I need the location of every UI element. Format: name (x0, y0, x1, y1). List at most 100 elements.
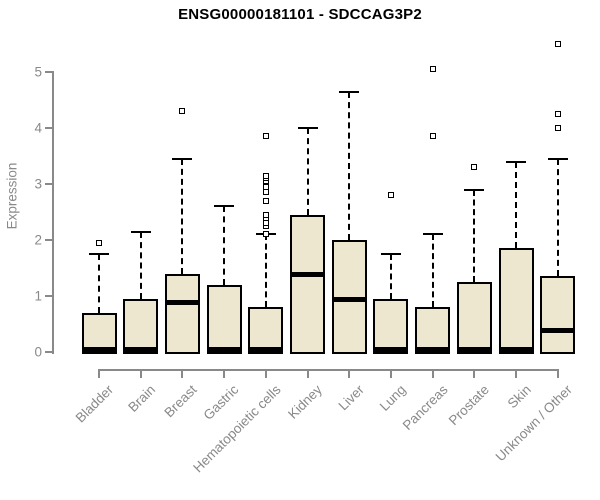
x-tick (431, 371, 434, 378)
whisker-cap (547, 157, 568, 160)
x-tick (515, 371, 517, 378)
outlier-point (262, 197, 269, 204)
outlier-point (262, 231, 269, 238)
box-rect (206, 284, 242, 354)
y-tick (45, 183, 52, 185)
median-line (206, 347, 242, 353)
whisker-line (139, 231, 142, 299)
outlier-point (262, 133, 269, 140)
x-tick-label: Kidney (285, 382, 326, 422)
x-tick (556, 371, 559, 378)
median-line (540, 327, 576, 333)
outlier-point (554, 125, 561, 131)
box-rect (248, 307, 284, 354)
y-tick (45, 71, 52, 73)
box-rect (456, 282, 492, 354)
y-tick (45, 295, 52, 297)
y-tick-label: 0 (34, 344, 42, 360)
outlier-point (429, 133, 436, 140)
x-tick (139, 371, 142, 378)
whisker-cap (214, 205, 235, 208)
whisker-cap (380, 253, 401, 255)
whisker-line (223, 206, 226, 285)
x-tick-label: Unknown / Other (493, 382, 576, 465)
whisker-cap (339, 90, 360, 93)
y-axis-line (52, 71, 54, 354)
whisker-line (98, 254, 100, 313)
outlier-point (429, 66, 436, 73)
box-rect (164, 273, 200, 354)
outlier-point (471, 164, 478, 171)
whisker-line (431, 234, 434, 308)
whisker-cap (464, 188, 485, 191)
whisker-line (348, 91, 351, 240)
chart-title: ENSG00000181101 - SDCCAG3P2 (178, 6, 422, 23)
whisker-cap (422, 233, 443, 236)
outlier-point (179, 108, 186, 115)
x-tick (264, 371, 267, 378)
outlier-point (262, 189, 269, 196)
y-tick-label: 4 (34, 120, 42, 136)
y-tick (45, 351, 52, 353)
y-tick-label: 1 (34, 288, 42, 304)
x-tick (306, 371, 309, 378)
median-line (123, 347, 159, 353)
x-tick (389, 371, 392, 378)
y-tick-label: 5 (34, 64, 42, 80)
whisker-line (306, 128, 309, 215)
box-rect (290, 214, 325, 354)
box-rect (81, 312, 117, 354)
median-line (290, 271, 325, 277)
median-line (498, 347, 534, 353)
outlier-point (262, 211, 269, 218)
x-tick (473, 371, 476, 378)
x-axis-line (98, 369, 559, 371)
outlier-point (262, 220, 269, 227)
x-tick-label: Skin (504, 382, 534, 412)
whisker-cap (506, 160, 526, 163)
box-rect (373, 298, 409, 354)
y-tick-label: 3 (34, 176, 42, 192)
box-rect (415, 307, 451, 354)
whisker-line (264, 234, 267, 308)
x-tick (223, 371, 226, 378)
x-tick-label: Brain (125, 382, 159, 415)
whisker-line (389, 254, 392, 299)
box-rect (123, 298, 159, 354)
x-tick (98, 371, 100, 378)
outlier-point (262, 183, 269, 190)
median-line (331, 296, 367, 302)
whisker-line (556, 158, 559, 277)
x-tick-label: Lung (376, 382, 409, 414)
box-rect (540, 276, 576, 354)
outlier-point (262, 172, 269, 179)
whisker-cap (130, 230, 151, 233)
whisker-cap (172, 157, 193, 160)
x-tick (348, 371, 351, 378)
median-line (164, 299, 200, 305)
outlier-point (387, 192, 394, 199)
median-line (456, 347, 492, 353)
whisker-line (181, 158, 184, 274)
x-tick-label: Gastric (200, 382, 242, 423)
whisker-cap (297, 127, 318, 129)
whisker-cap (89, 253, 109, 255)
median-line (248, 347, 284, 353)
outlier-point (554, 41, 561, 47)
whisker-line (515, 161, 517, 249)
x-tick-label: Pancreas (399, 382, 451, 433)
y-tick (45, 127, 52, 129)
x-tick-label: Prostate (445, 382, 492, 429)
x-tick (181, 371, 184, 378)
x-tick-label: Liver (335, 382, 367, 414)
x-tick-label: Breast (161, 382, 201, 421)
median-line (373, 347, 409, 353)
whisker-line (473, 189, 476, 282)
outlier-point (96, 239, 102, 246)
outlier-point (554, 111, 561, 117)
median-line (415, 347, 451, 353)
box-rect (498, 248, 534, 354)
x-tick-label: Bladder (73, 382, 117, 426)
median-line (81, 347, 117, 353)
